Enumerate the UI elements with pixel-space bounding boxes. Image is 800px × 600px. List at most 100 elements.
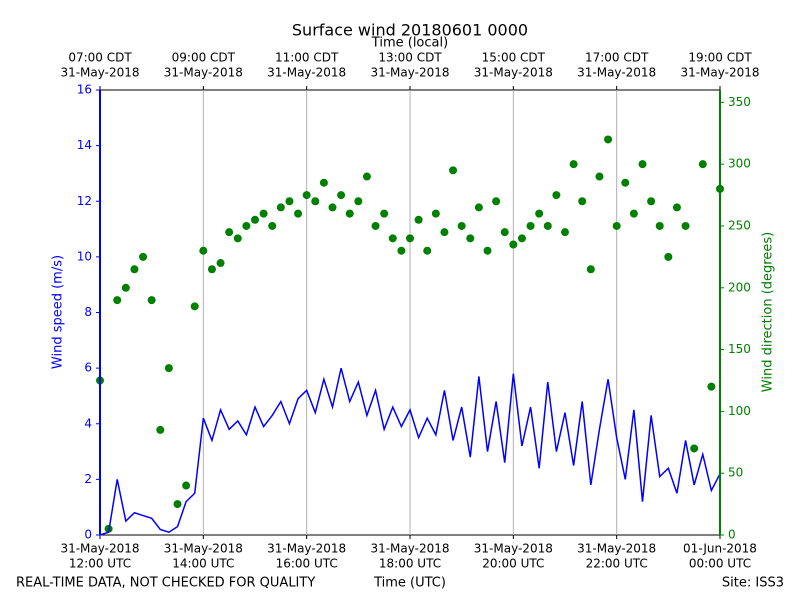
direction-point (595, 172, 604, 181)
direction-point (569, 160, 578, 169)
direction-point (319, 178, 328, 187)
y2-axis-title: Wind direction (degrees) (761, 232, 776, 392)
y2-tick-label: 100 (728, 404, 751, 418)
direction-point (629, 209, 638, 218)
x-tick-label: 14:00 UTC (172, 557, 234, 571)
direction-point (251, 215, 259, 224)
y2-tick-label: 200 (728, 280, 751, 294)
x2-tick-label: 07:00 CDT (68, 51, 132, 65)
direction-point (173, 500, 182, 509)
direction-point (207, 265, 216, 274)
direction-point (216, 259, 225, 268)
y-tick-label: 12 (77, 194, 92, 208)
x2-tick-date: 31-May-2018 (680, 66, 759, 80)
direction-point (276, 203, 285, 212)
direction-point (156, 425, 165, 434)
direction-point (698, 160, 707, 169)
direction-point (561, 228, 569, 237)
x-tick-date: 31-May-2018 (474, 542, 553, 556)
direction-point (655, 221, 664, 230)
x-tick-label: 22:00 UTC (586, 557, 648, 571)
direction-point (543, 221, 552, 230)
direction-point (586, 265, 595, 274)
direction-point (311, 197, 320, 206)
x2-tick-label: 09:00 CDT (172, 51, 236, 65)
y-tick-label: 8 (84, 305, 92, 319)
direction-point (268, 221, 277, 230)
direction-point (535, 209, 544, 218)
direction-point (130, 265, 139, 274)
direction-point (690, 444, 699, 453)
direction-point (604, 135, 613, 144)
y-tick-label: 10 (77, 249, 92, 263)
y-tick-label: 6 (84, 361, 92, 375)
direction-point (414, 215, 423, 224)
x-tick-label: 20:00 UTC (482, 557, 544, 571)
direction-point (259, 209, 268, 218)
x2-tick-label: 13:00 CDT (378, 51, 442, 65)
y-tick-label: 0 (84, 528, 92, 542)
direction-point (190, 302, 199, 311)
y2-tick-label: 300 (728, 157, 751, 171)
direction-point (526, 221, 535, 230)
direction-point (449, 166, 458, 175)
direction-point (113, 296, 122, 305)
direction-point (147, 296, 156, 305)
x-tick-label: 16:00 UTC (276, 557, 338, 571)
direction-point (647, 197, 656, 206)
direction-point (242, 221, 251, 230)
direction-point (509, 240, 518, 249)
direction-point (345, 209, 354, 218)
direction-point (285, 197, 294, 206)
x-tick-label: 18:00 UTC (379, 557, 441, 571)
direction-point (638, 160, 647, 169)
direction-point (294, 209, 303, 218)
x-tick-date: 31-May-2018 (164, 542, 243, 556)
direction-point (621, 178, 630, 187)
direction-point (225, 228, 234, 237)
y2-tick-label: 150 (728, 342, 751, 356)
x2-tick-date: 31-May-2018 (474, 66, 553, 80)
x-tick-date: 31-May-2018 (370, 542, 449, 556)
direction-point (500, 228, 509, 237)
direction-point (328, 203, 337, 212)
x2-tick-label: 19:00 CDT (688, 51, 752, 65)
x-tick-date: 01-Jun-2018 (683, 542, 757, 556)
direction-point (233, 234, 242, 243)
direction-point (397, 246, 406, 255)
direction-point (164, 364, 173, 373)
x2-tick-date: 31-May-2018 (370, 66, 449, 80)
direction-point (388, 234, 397, 243)
direction-point (466, 234, 475, 243)
x2-tick-date: 31-May-2018 (267, 66, 346, 80)
x2-tick-date: 31-May-2018 (60, 66, 139, 80)
direction-point (406, 234, 414, 243)
x-tick-date: 31-May-2018 (60, 542, 139, 556)
y-tick-label: 4 (84, 416, 92, 430)
y2-tick-label: 250 (728, 218, 751, 232)
x2-tick-label: 17:00 CDT (585, 51, 649, 65)
y2-tick-label: 350 (728, 95, 751, 109)
speed-line (99, 367, 721, 536)
chart-title: Surface wind 20180601 0000 (292, 21, 528, 40)
y2-tick-label: 0 (728, 528, 736, 542)
direction-point (440, 228, 449, 237)
x-axis-title: Time (UTC) (373, 576, 446, 591)
direction-point (380, 209, 389, 218)
direction-point (483, 246, 492, 255)
x2-tick-label: 15:00 CDT (482, 51, 546, 65)
direction-point (612, 221, 621, 230)
direction-point (362, 172, 371, 181)
direction-point (423, 246, 432, 255)
direction-point (431, 209, 440, 218)
site-label: Site: ISS3 (722, 576, 784, 591)
direction-point (578, 197, 587, 206)
direction-point (182, 481, 191, 490)
direction-point (354, 197, 363, 206)
y-tick-label: 2 (84, 472, 92, 486)
direction-point (474, 203, 483, 212)
direction-point (121, 283, 130, 292)
direction-point (199, 246, 208, 255)
x-tick-date: 31-May-2018 (577, 542, 656, 556)
